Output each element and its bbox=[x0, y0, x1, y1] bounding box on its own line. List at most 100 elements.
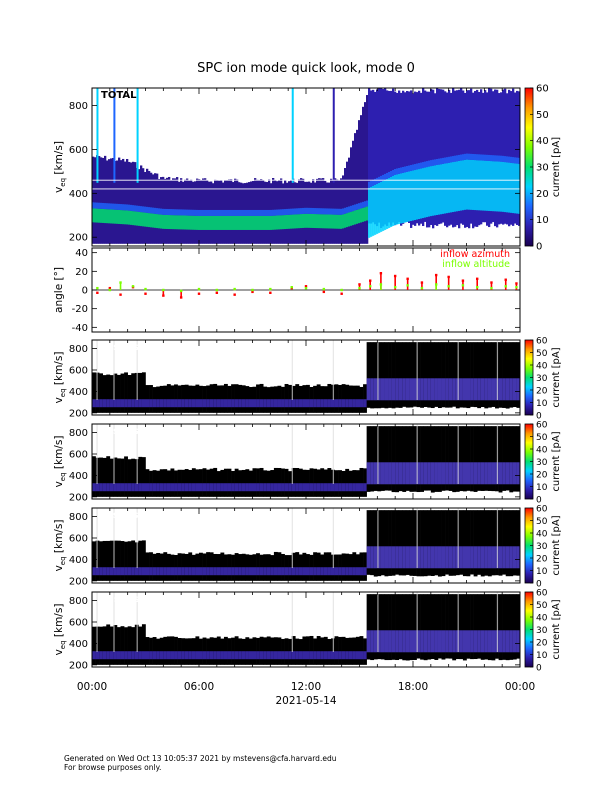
heatmap-core bbox=[494, 161, 497, 212]
heatmap-core bbox=[398, 462, 403, 485]
heatmap-column bbox=[234, 636, 239, 665]
heatmap-column bbox=[122, 158, 125, 244]
heatmap-core-edge bbox=[340, 208, 343, 215]
heatmap-column bbox=[432, 89, 435, 229]
heatmap-column bbox=[366, 95, 369, 244]
heatmap-core bbox=[400, 173, 403, 224]
heatmap-column bbox=[199, 552, 203, 581]
heatmap-column bbox=[354, 133, 357, 244]
heatmap-column bbox=[358, 120, 361, 244]
heatmap-core bbox=[327, 567, 332, 576]
heatmap-column bbox=[377, 510, 382, 577]
heatmap-core bbox=[96, 208, 99, 223]
heatmap-core bbox=[437, 630, 442, 653]
heatmap-core bbox=[277, 483, 282, 492]
heatmap-core bbox=[462, 462, 467, 485]
angle-point bbox=[434, 273, 438, 277]
heatmap-core-edge bbox=[504, 156, 507, 163]
heatmap-core-edge bbox=[290, 208, 293, 215]
heatmap-core bbox=[487, 546, 492, 569]
heatmap-column bbox=[124, 541, 128, 581]
heatmap-column bbox=[346, 161, 349, 244]
heatmap-core bbox=[500, 161, 503, 212]
heatmap-core bbox=[423, 378, 428, 401]
colorbar-tick-label: 30 bbox=[536, 374, 548, 384]
heatmap-core bbox=[226, 215, 229, 230]
heatmap-core-edge bbox=[312, 207, 315, 214]
heatmap-column bbox=[427, 342, 432, 408]
heatmap-core bbox=[472, 159, 475, 210]
heatmap-column bbox=[106, 374, 111, 413]
heatmap-core bbox=[313, 567, 317, 576]
heatmap-column bbox=[516, 510, 521, 576]
heatmap-core bbox=[448, 630, 453, 653]
colorbar-tick-label: 20 bbox=[536, 189, 549, 200]
heatmap-column bbox=[388, 90, 391, 223]
heatmap-core bbox=[145, 651, 150, 660]
heatmap-core bbox=[92, 567, 96, 576]
y-tick-label: 400 bbox=[69, 471, 88, 482]
heatmap-core bbox=[420, 630, 424, 653]
heatmap-core bbox=[480, 160, 483, 211]
heatmap-core-edge bbox=[106, 203, 109, 210]
heatmap-core bbox=[441, 546, 446, 569]
colorbar-tick-label: 20 bbox=[536, 387, 548, 397]
heatmap-column bbox=[273, 467, 278, 497]
heatmap-core bbox=[152, 399, 157, 408]
heatmap-core bbox=[200, 215, 203, 230]
heatmap-core bbox=[492, 161, 495, 212]
heatmap-core bbox=[430, 166, 433, 217]
heatmap-column bbox=[420, 342, 424, 408]
heatmap-core bbox=[160, 214, 163, 229]
heatmap-column bbox=[420, 594, 424, 660]
heatmap-core-edge bbox=[272, 209, 275, 216]
heatmap-core-edge bbox=[242, 209, 245, 216]
heatmap-core bbox=[291, 399, 296, 408]
heatmap-spike bbox=[496, 508, 499, 568]
heatmap-column bbox=[512, 594, 517, 660]
heatmap-core bbox=[462, 378, 467, 401]
heatmap-core bbox=[434, 630, 439, 653]
heatmap-core bbox=[434, 546, 439, 569]
heatmap-column bbox=[295, 468, 300, 497]
heatmap-column bbox=[359, 552, 364, 581]
heatmap-spike bbox=[96, 424, 98, 484]
heatmap-core bbox=[156, 214, 159, 229]
heatmap-column bbox=[138, 626, 143, 665]
heatmap-core-edge bbox=[248, 209, 251, 216]
heatmap-core-edge bbox=[420, 162, 423, 169]
heatmap-core-edge bbox=[486, 154, 489, 161]
heatmap-column bbox=[127, 459, 132, 497]
heatmap-column bbox=[209, 384, 214, 413]
heatmap-core bbox=[131, 483, 136, 492]
heatmap-core bbox=[300, 214, 303, 229]
heatmap-core bbox=[209, 399, 214, 408]
heatmap-core-edge bbox=[204, 209, 207, 216]
heatmap-column bbox=[170, 468, 175, 497]
colorbar-tick-label: 30 bbox=[536, 458, 548, 468]
y-tick-label: 200 bbox=[69, 576, 88, 587]
heatmap-core-edge bbox=[296, 208, 299, 215]
heatmap-column bbox=[459, 594, 464, 660]
heatmap-column bbox=[159, 553, 164, 581]
heatmap-core-edge bbox=[286, 208, 289, 215]
angle-point bbox=[144, 287, 147, 291]
heatmap-core bbox=[466, 546, 471, 569]
heatmap-core bbox=[276, 215, 279, 230]
heatmap-core-edge bbox=[116, 203, 119, 210]
heatmap-column bbox=[409, 426, 414, 492]
panel-label-sensor: C sensor bbox=[102, 510, 150, 521]
heatmap-column bbox=[341, 384, 346, 413]
heatmap-column bbox=[509, 510, 514, 577]
heatmap-column bbox=[112, 157, 115, 244]
heatmap-core bbox=[213, 483, 218, 492]
heatmap-core bbox=[437, 462, 442, 485]
heatmap-spike bbox=[377, 508, 379, 568]
heatmap-column bbox=[416, 594, 421, 659]
heatmap-core bbox=[102, 651, 107, 660]
heatmap-column bbox=[459, 426, 464, 492]
heatmap-core-edge bbox=[476, 154, 479, 161]
heatmap-column bbox=[430, 426, 435, 493]
heatmap-core bbox=[316, 483, 321, 492]
